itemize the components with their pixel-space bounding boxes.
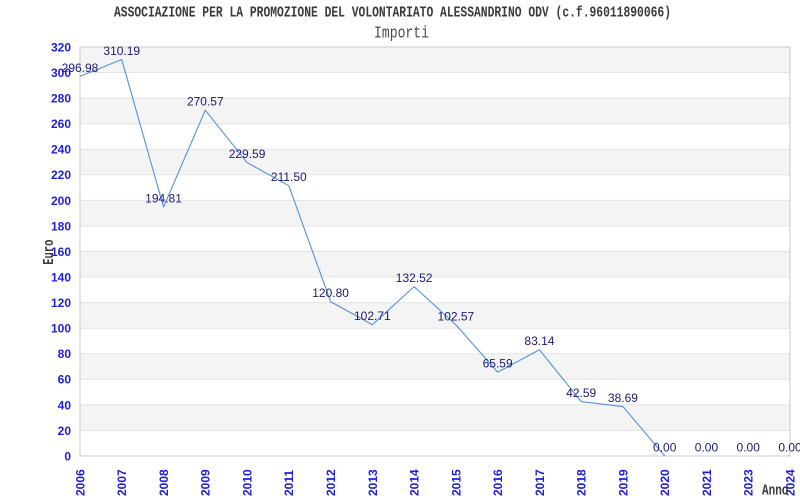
svg-text:211.50: 211.50: [271, 170, 307, 184]
svg-text:229.59: 229.59: [229, 147, 266, 161]
svg-text:132.52: 132.52: [396, 271, 433, 285]
svg-text:2007: 2007: [115, 469, 129, 496]
svg-text:40: 40: [58, 398, 72, 412]
svg-text:Euro: Euro: [41, 239, 58, 264]
svg-text:38.69: 38.69: [608, 391, 638, 405]
svg-text:2008: 2008: [157, 469, 171, 496]
svg-text:65.59: 65.59: [483, 357, 513, 371]
svg-text:310.19: 310.19: [103, 44, 140, 58]
svg-text:100: 100: [51, 322, 71, 336]
svg-text:2021: 2021: [700, 469, 714, 496]
svg-text:2017: 2017: [533, 469, 547, 496]
svg-text:0.00: 0.00: [695, 441, 719, 455]
svg-text:Importi: Importi: [374, 23, 429, 43]
svg-text:2006: 2006: [73, 469, 87, 496]
svg-text:80: 80: [58, 347, 72, 361]
svg-text:120.80: 120.80: [312, 286, 349, 300]
svg-text:2023: 2023: [742, 469, 756, 496]
svg-text:140: 140: [51, 270, 71, 284]
svg-text:240: 240: [51, 143, 71, 157]
svg-text:160: 160: [51, 245, 71, 259]
svg-text:2015: 2015: [449, 469, 463, 496]
svg-text:200: 200: [51, 194, 71, 208]
svg-text:270.57: 270.57: [187, 95, 224, 109]
svg-text:194.81: 194.81: [145, 192, 182, 206]
svg-text:320: 320: [51, 40, 71, 54]
svg-text:220: 220: [51, 168, 71, 182]
svg-text:Anno: Anno: [762, 482, 789, 499]
svg-text:60: 60: [58, 373, 72, 387]
svg-text:2024: 2024: [783, 469, 797, 496]
svg-text:0.00: 0.00: [778, 441, 800, 455]
svg-text:260: 260: [51, 117, 71, 131]
svg-text:2012: 2012: [324, 469, 338, 496]
svg-text:2009: 2009: [199, 469, 213, 496]
svg-text:2016: 2016: [491, 469, 505, 496]
svg-text:102.57: 102.57: [438, 309, 475, 323]
svg-text:120: 120: [51, 296, 71, 310]
svg-text:2014: 2014: [408, 469, 422, 496]
svg-text:ASSOCIAZIONE PER LA PROMOZIONE: ASSOCIAZIONE PER LA PROMOZIONE DEL VOLON…: [114, 6, 671, 22]
svg-text:0.00: 0.00: [737, 441, 761, 455]
svg-text:2019: 2019: [616, 469, 630, 496]
svg-text:280: 280: [51, 92, 71, 106]
svg-text:0: 0: [64, 449, 71, 463]
svg-text:42.59: 42.59: [566, 386, 596, 400]
svg-text:102.71: 102.71: [354, 309, 391, 323]
svg-text:2010: 2010: [240, 469, 254, 496]
svg-text:300: 300: [51, 66, 71, 80]
svg-text:2011: 2011: [282, 470, 296, 496]
svg-text:2018: 2018: [575, 469, 589, 496]
svg-text:0.00: 0.00: [653, 441, 677, 455]
svg-text:2013: 2013: [366, 469, 380, 496]
svg-text:296.98: 296.98: [62, 61, 99, 75]
svg-text:20: 20: [58, 424, 72, 438]
svg-text:83.14: 83.14: [524, 334, 554, 348]
svg-text:2020: 2020: [658, 469, 672, 496]
svg-text:180: 180: [51, 219, 71, 233]
